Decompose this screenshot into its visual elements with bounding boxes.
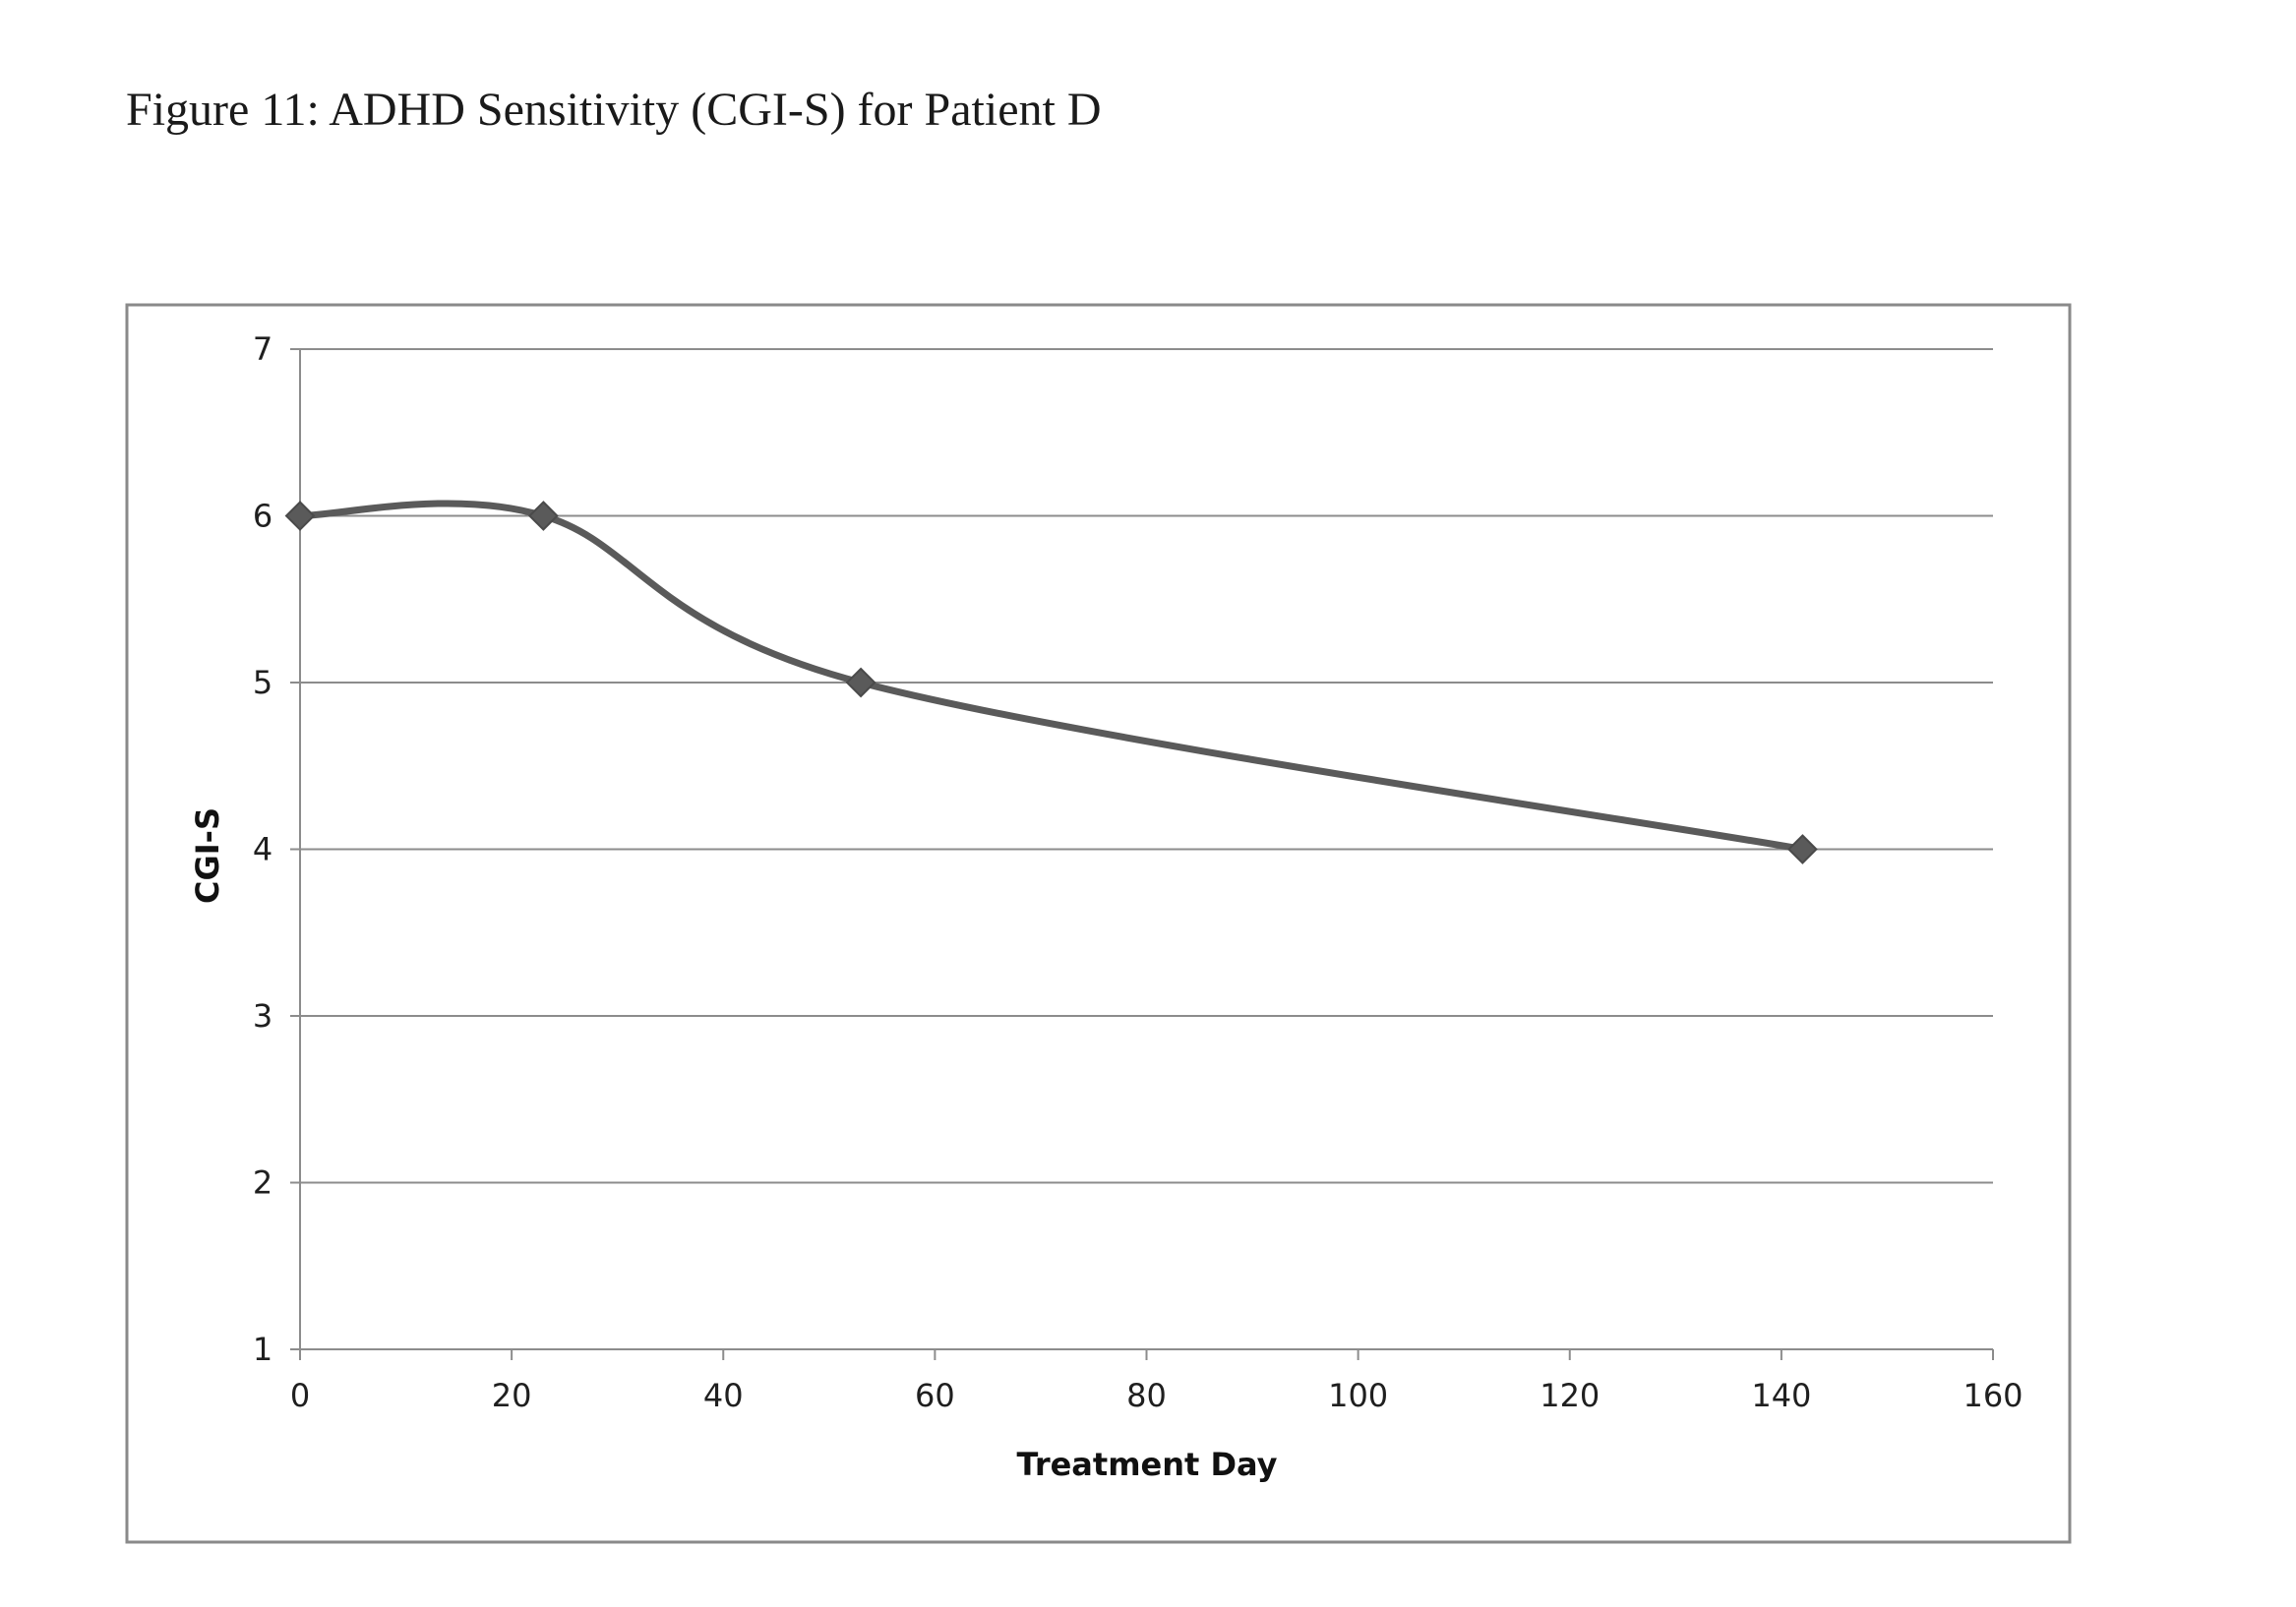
x-tick-label: 80 <box>1126 1377 1167 1414</box>
x-tick-label: 120 <box>1540 1377 1600 1414</box>
x-tick-label: 60 <box>915 1377 955 1414</box>
x-axis-title: Treatment Day <box>1017 1446 1278 1483</box>
x-tick-label: 140 <box>1751 1377 1811 1414</box>
y-axis-title: CGI-S <box>189 807 226 904</box>
y-tick-label: 7 <box>253 330 272 368</box>
y-tick-label: 4 <box>253 831 272 868</box>
y-tick-label: 3 <box>253 997 272 1035</box>
chart-frame <box>127 305 2070 1542</box>
x-tick-label: 20 <box>492 1377 532 1414</box>
x-tick-label: 100 <box>1328 1377 1388 1414</box>
y-tick-label: 5 <box>253 664 272 701</box>
y-tick-label: 1 <box>253 1331 272 1368</box>
x-tick-label: 40 <box>703 1377 744 1414</box>
y-tick-label: 2 <box>253 1164 272 1202</box>
chart: 1 2 3 4 5 6 7 0 20 40 60 80 100 120 140 160 Treatment D… <box>0 0 2296 1607</box>
y-tick-label: 6 <box>253 498 272 535</box>
x-tick-label: 160 <box>1963 1377 2023 1414</box>
x-tick-label: 0 <box>290 1377 310 1414</box>
